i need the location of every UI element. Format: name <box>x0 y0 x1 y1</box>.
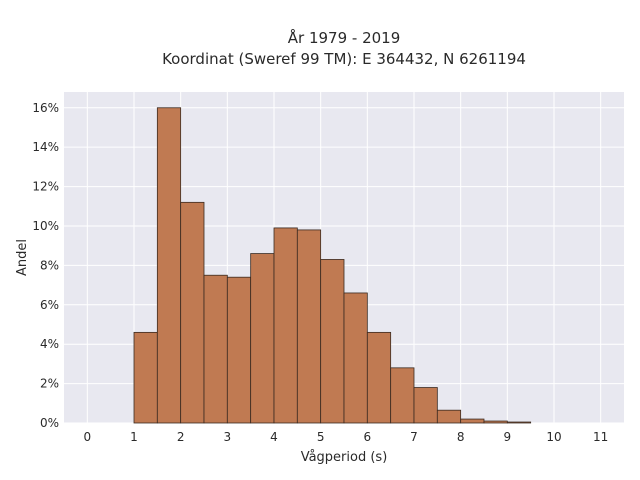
histogram-bar <box>296 229 322 424</box>
x-tick-label: 0 <box>84 430 92 444</box>
y-tick-label: 16% <box>32 101 59 115</box>
x-tick-label: 4 <box>270 430 278 444</box>
y-tick-label: 14% <box>32 140 59 154</box>
histogram-bar <box>273 227 298 424</box>
histogram-bar <box>366 331 392 424</box>
x-tick-label: 6 <box>364 430 372 444</box>
chart-title-line-1: År 1979 - 2019 <box>287 29 401 47</box>
histogram-bar <box>460 418 485 424</box>
y-tick-label: 12% <box>32 180 59 194</box>
histogram-bar <box>413 387 438 424</box>
y-tick-label: 10% <box>32 219 59 233</box>
x-tick-label: 3 <box>224 430 232 444</box>
histogram-bar <box>156 107 182 424</box>
y-tick-label: 2% <box>40 377 59 391</box>
x-axis-label: Vågperiod (s) <box>301 450 388 465</box>
histogram-bar <box>133 331 158 424</box>
x-tick-label: 9 <box>504 430 512 444</box>
x-tick-label: 8 <box>457 430 465 444</box>
histogram-bar <box>180 201 205 424</box>
y-tick-label: 0% <box>40 416 59 430</box>
histogram-bar <box>226 276 252 424</box>
tick-labels: 0 1 2 3 4 5 6 7 8 9 10 11 0% 2% 4% 6% 8% 10% 12% 14% 16% <box>32 101 608 444</box>
x-tick-label: 7 <box>410 430 418 444</box>
histogram-bar <box>320 259 345 424</box>
histogram-bar <box>506 421 532 424</box>
x-tick-label: 5 <box>317 430 325 444</box>
y-axis-label: Andel <box>15 239 30 276</box>
histogram-bar <box>250 253 275 424</box>
bars <box>133 107 532 424</box>
histogram-bar <box>343 292 368 424</box>
histogram-bar <box>390 367 415 424</box>
y-tick-label: 6% <box>40 298 59 312</box>
histogram-bar <box>436 409 462 424</box>
y-tick-label: 8% <box>40 258 59 272</box>
chart-title-line-2: Koordinat (Sweref 99 TM): E 364432, N 62… <box>162 50 526 68</box>
y-tick-label: 4% <box>40 337 59 351</box>
x-tick-label: 11 <box>593 430 608 444</box>
histogram-bar <box>203 274 228 424</box>
histogram-bar <box>483 420 508 424</box>
x-tick-label: 2 <box>177 430 185 444</box>
x-tick-label: 1 <box>130 430 138 444</box>
x-tick-label: 10 <box>546 430 561 444</box>
